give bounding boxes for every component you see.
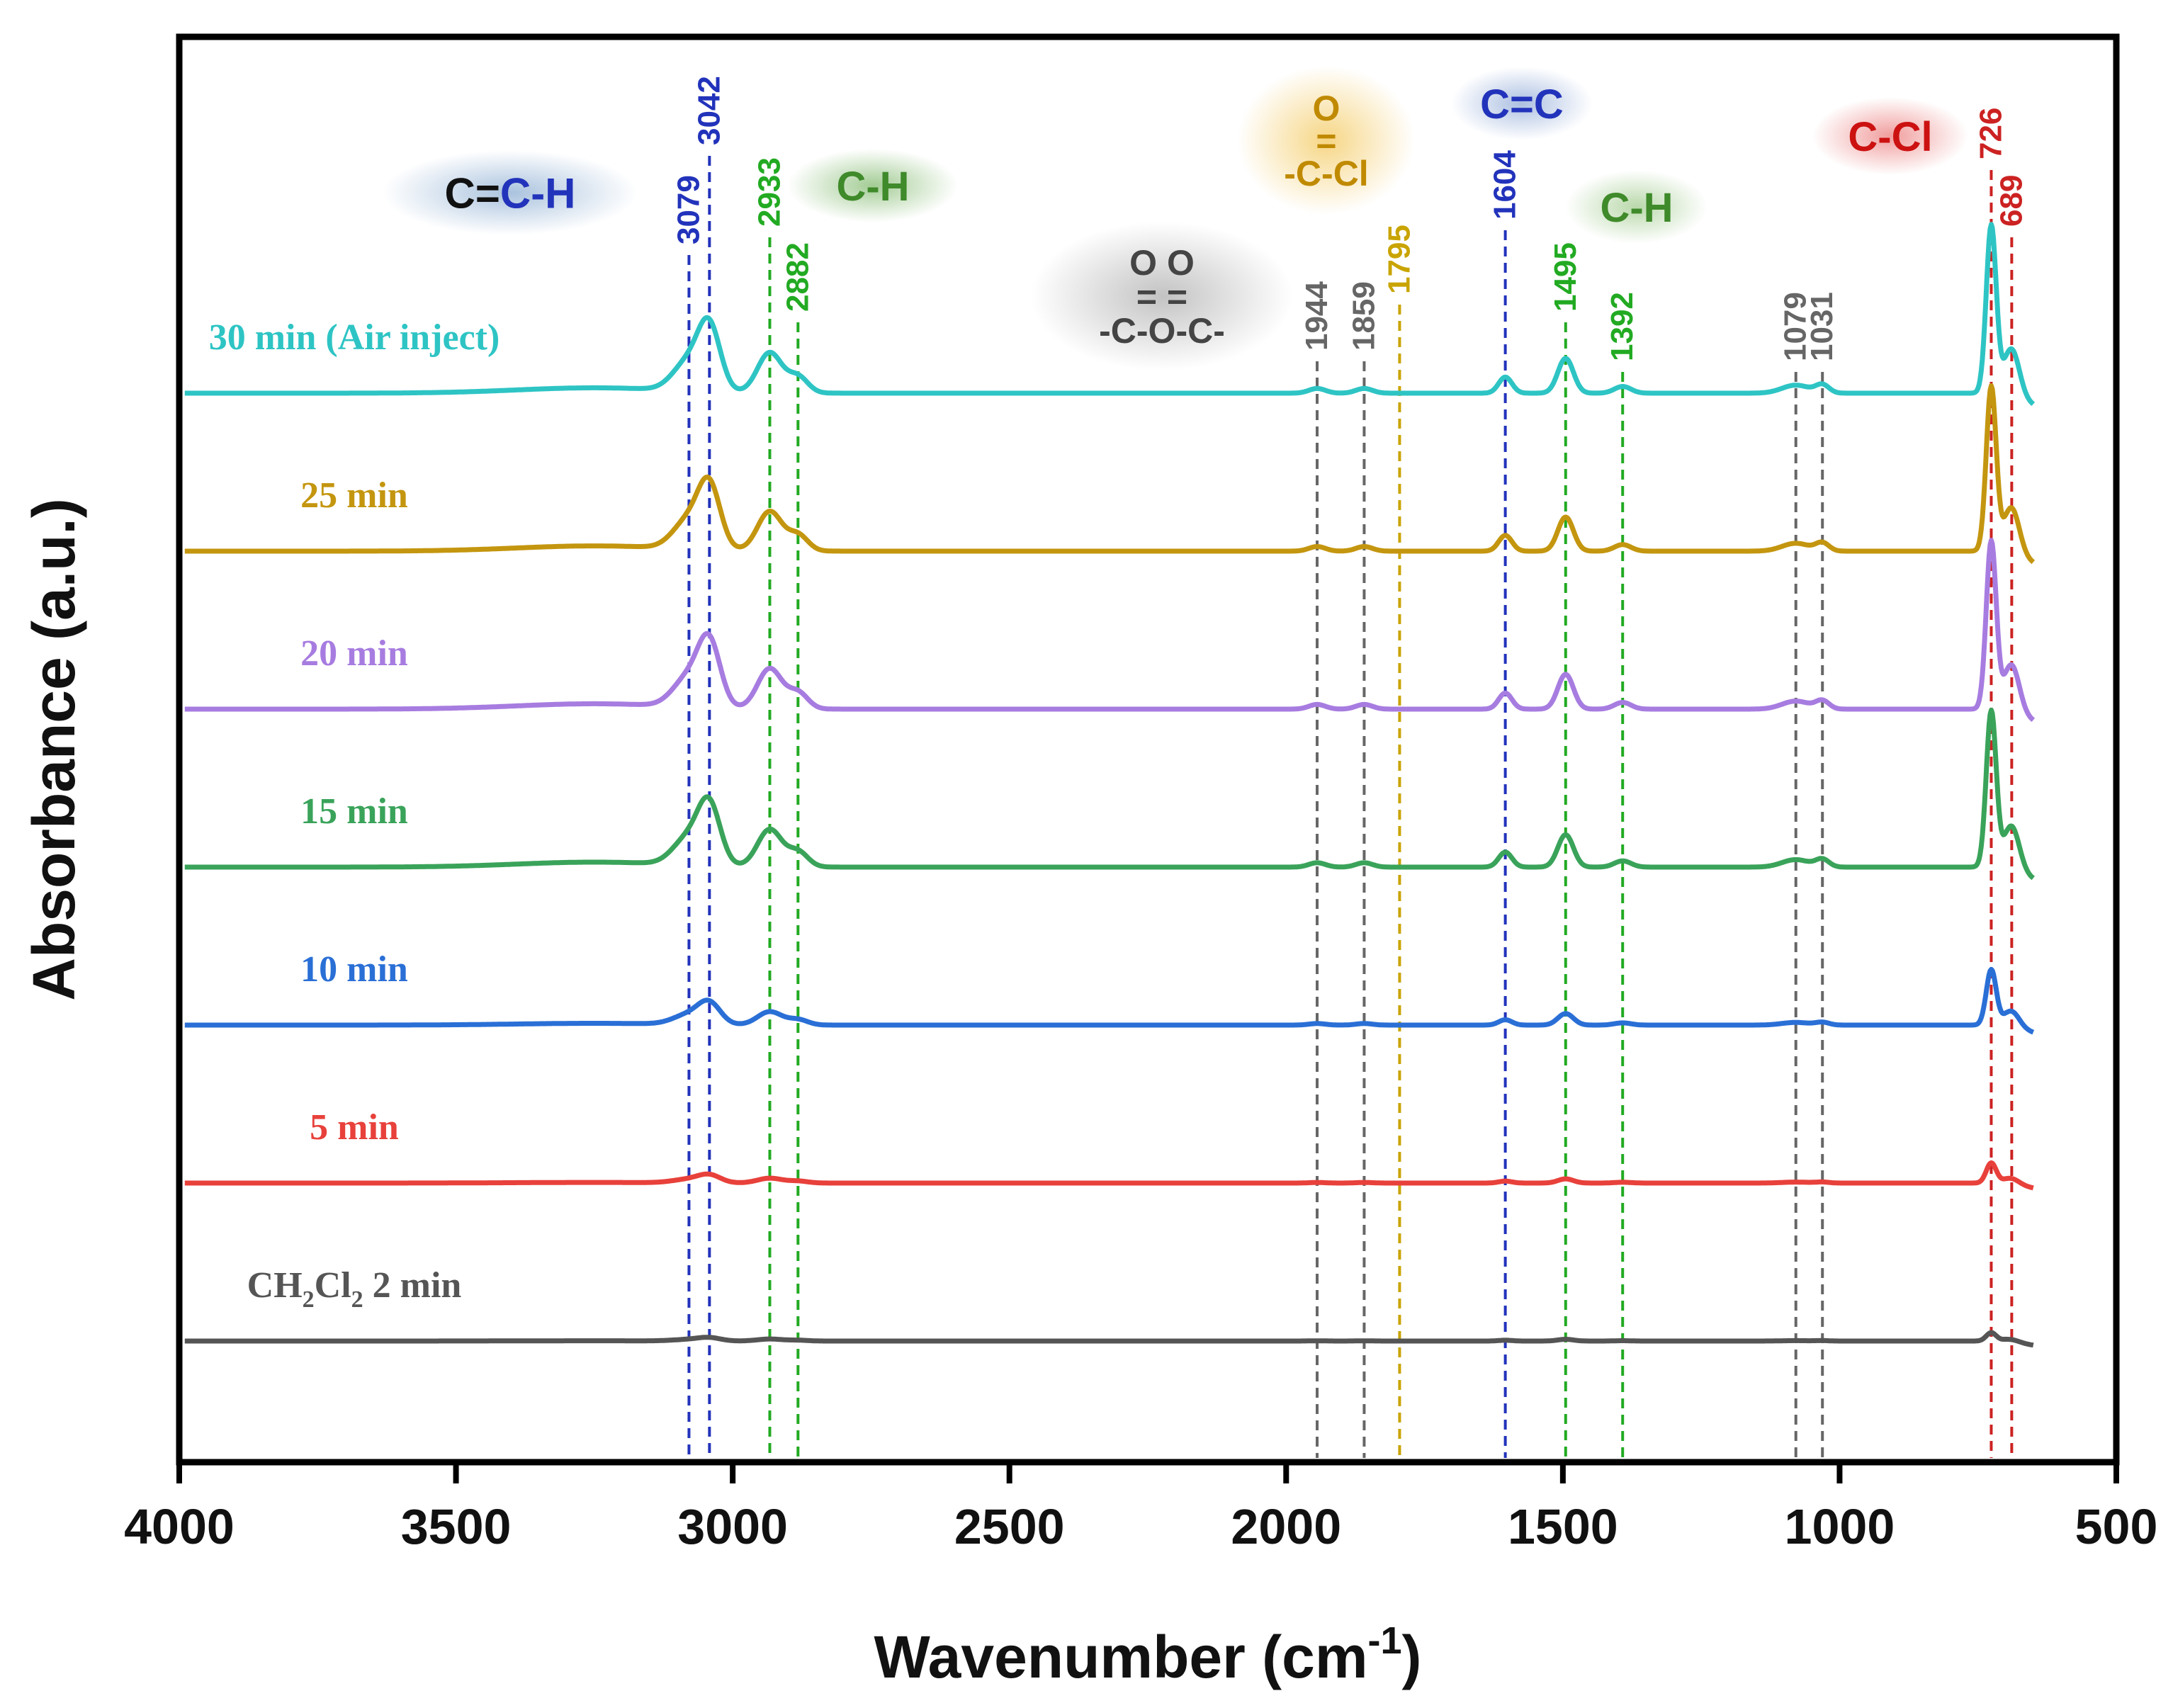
annotation-acyl-line-2: -C-Cl [1284, 154, 1368, 193]
ref-label-2882: 2882 [780, 242, 815, 312]
annotation-acyl-line-1: = [1316, 121, 1336, 161]
ref-label-1944: 1944 [1299, 281, 1334, 351]
ref-label-1795: 1795 [1382, 225, 1416, 294]
x-tick-label-3500: 3500 [401, 1499, 512, 1554]
series-label-4: 20 min [300, 633, 408, 674]
series-label-2: 10 min [300, 949, 408, 990]
y-axis-title: Absorbance (a.u.) [21, 498, 87, 1000]
series-label-0: CH2Cl2 2 min [247, 1265, 462, 1313]
x-axis-ticks: 4000 3500 3000 2500 2000 1500 1000 500 [124, 1462, 2157, 1554]
ref-label-3042: 3042 [692, 76, 726, 145]
series-line-4 [183, 538, 2036, 723]
series-line-6 [183, 222, 2036, 407]
series-line-3 [183, 707, 2035, 881]
annotation-anhydride-line-2: -C-O-C- [1099, 311, 1225, 351]
reference-lines [687, 156, 2014, 1458]
x-tick-label-4000: 4000 [124, 1499, 235, 1554]
annotation-cc-line-0: C=C [1480, 81, 1564, 128]
series-label-5: 25 min [300, 475, 408, 516]
annotation-ch1-line-0: C-H [836, 164, 909, 210]
ref-label-1079: 1079 [1778, 292, 1813, 361]
series-line-2 [183, 966, 2035, 1035]
annotation-glow-anhydride [1031, 222, 1293, 371]
annotation-ch2-line-0: C-H [1600, 185, 1673, 231]
annotation-glow-acyl [1238, 66, 1415, 215]
series-labels: CH2Cl2 2 min 5 min 10 min 15 min 20 min 25 mi… [209, 317, 500, 1313]
series-label-3: 15 min [300, 791, 408, 832]
series-line-0 [183, 1330, 2035, 1348]
series-label-6: 30 min (Air inject) [209, 317, 500, 358]
annotation-glows [383, 66, 1968, 371]
annotation-anhydride-line-0: O O [1129, 243, 1195, 283]
annotation-glow-cc [1451, 67, 1593, 140]
ref-label-726: 726 [1973, 108, 2008, 159]
x-tick-label-500: 500 [2075, 1499, 2158, 1554]
x-tick-label-1000: 1000 [1785, 1499, 1895, 1554]
annotation-anhydride-line-1: = = [1136, 277, 1187, 317]
ref-label-1604: 1604 [1488, 150, 1523, 220]
x-axis-unit-base: cm [1282, 1624, 1367, 1690]
series-line-5 [183, 383, 2036, 565]
ref-label-1495: 1495 [1548, 242, 1583, 312]
x-tick-label-3000: 3000 [677, 1499, 788, 1554]
ref-label-689: 689 [1994, 175, 2028, 227]
plot-frame [176, 33, 2120, 1466]
spectra [183, 222, 2036, 1348]
ref-label-1031: 1031 [1805, 292, 1839, 361]
x-tick-label-2500: 2500 [954, 1499, 1065, 1554]
annotation-glow-ch1 [788, 149, 958, 222]
ref-label-1392: 1392 [1605, 292, 1639, 361]
annotation-acyl-line-0: O [1313, 89, 1341, 128]
annotation-glow-ccl [1812, 97, 1968, 175]
x-tick-label-1500: 1500 [1508, 1499, 1618, 1554]
series-line-1 [183, 1160, 2035, 1191]
series-label-1: 5 min [310, 1107, 399, 1148]
x-axis-unit-exp: -1 [1368, 1619, 1402, 1662]
x-axis-title-text: Wavenumber [874, 1624, 1245, 1690]
annotation-glow-ch2 [1566, 170, 1708, 244]
x-tick-label-2000: 2000 [1231, 1499, 1341, 1554]
group-annotations: C=C-H C-H O O= =-C-O-C- O=-C-Cl C=C C-H C-Cl [444, 81, 1932, 351]
annotation-glow-cch [383, 150, 638, 235]
annotation-cch-line-0: C=C-H [444, 170, 575, 217]
ref-label-1859: 1859 [1346, 281, 1381, 351]
ref-label-3079: 3079 [671, 175, 706, 244]
ref-label-2933: 2933 [752, 157, 786, 227]
x-axis-title: Wavenumber (cm-1) [874, 1619, 1421, 1690]
annotation-ccl-line-0: C-Cl [1848, 114, 1932, 160]
